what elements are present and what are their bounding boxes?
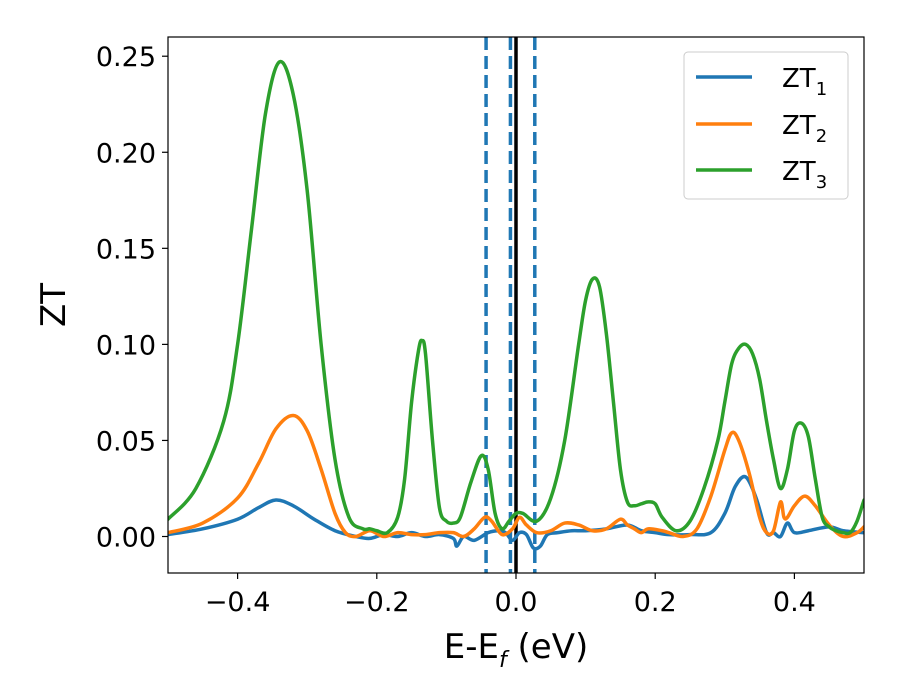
- series-line-zt2: [168, 413, 864, 539]
- x-axis-title-unit: (eV): [507, 627, 589, 667]
- x-tick-label: 0.0: [495, 587, 538, 618]
- x-axis-title-subscript: f: [499, 648, 510, 673]
- legend-label-zt1-subscript: 1: [816, 79, 827, 100]
- x-tick-label: 0.4: [773, 587, 816, 618]
- y-tick-label: 0.15: [96, 234, 156, 265]
- legend-label-zt2-subscript: 2: [816, 126, 827, 147]
- y-tick-label: 0.10: [96, 330, 156, 361]
- x-tick-label: −0.2: [344, 587, 410, 618]
- y-tick-label: 0.25: [96, 42, 156, 73]
- x-axis: −0.4 −0.2 0.0 0.2 0.4: [205, 573, 816, 618]
- legend-box: [683, 51, 849, 200]
- y-tick-label: 0.20: [96, 138, 156, 169]
- y-tick-label: 0.00: [96, 522, 156, 553]
- y-axis: 0.00 0.05 0.10 0.15 0.20 0.25: [96, 42, 168, 553]
- legend-label-zt1: ZT1: [782, 64, 827, 100]
- legend-label-zt3-subscript: 3: [816, 172, 827, 193]
- x-tick-label: −0.4: [205, 587, 271, 618]
- series-line-zt3: [168, 59, 864, 536]
- legend: ZT1 ZT2 ZT3: [683, 51, 849, 200]
- vertical-reference-lines: [484, 37, 537, 573]
- y-tick-label: 0.05: [96, 426, 156, 457]
- legend-label-zt2: ZT2: [782, 111, 827, 147]
- x-axis-title: E-Ef (eV): [444, 627, 589, 673]
- legend-label-zt3: ZT3: [782, 157, 827, 193]
- y-axis-title: ZT: [34, 283, 74, 327]
- x-tick-label: 0.2: [634, 587, 677, 618]
- series-layer: [168, 59, 864, 551]
